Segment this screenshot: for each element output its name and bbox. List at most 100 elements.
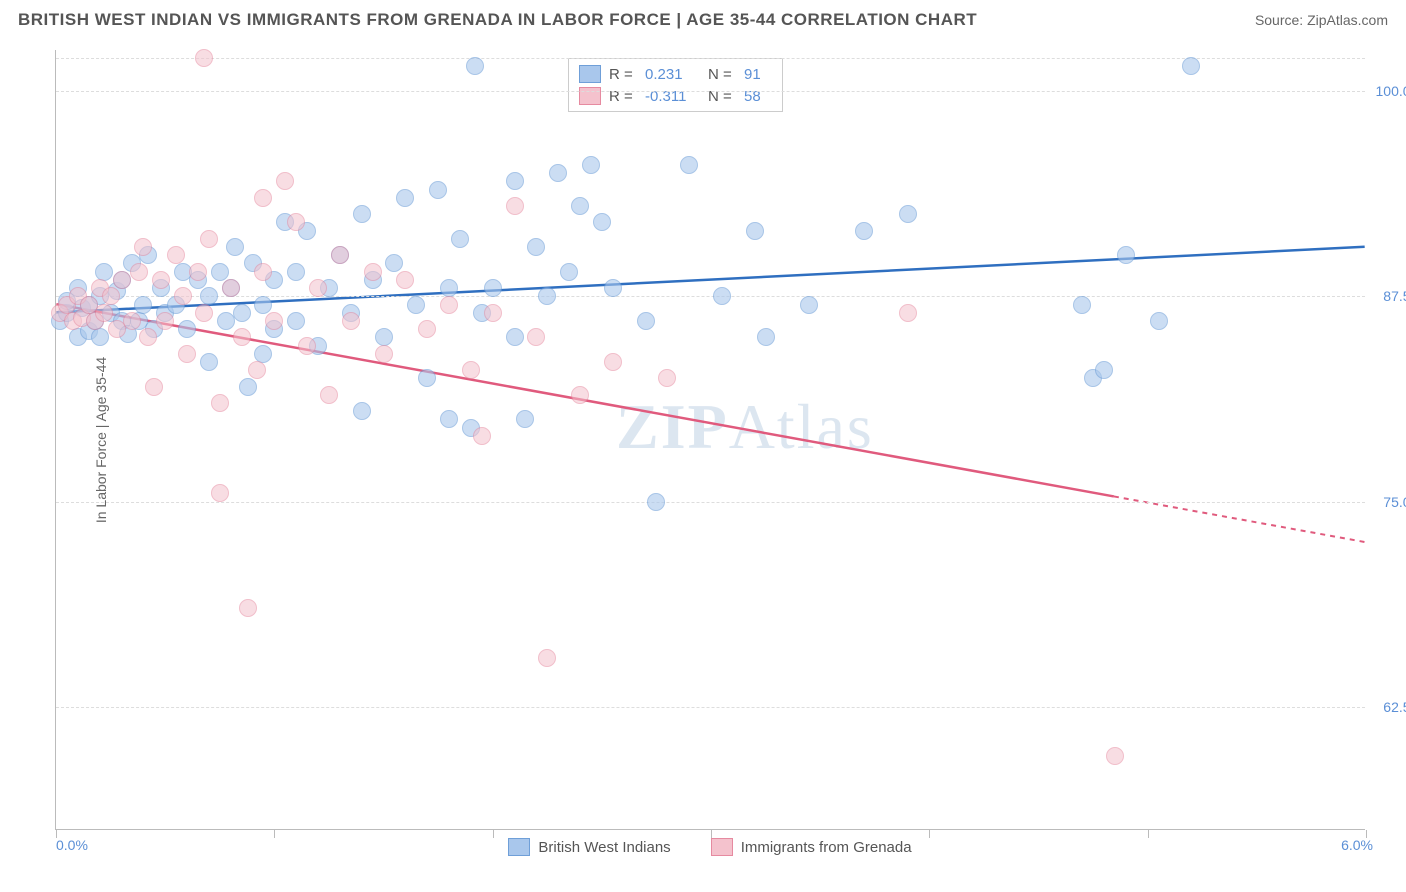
scatter-point-grenada xyxy=(375,345,393,363)
scatter-point-bwi xyxy=(440,410,458,428)
legend-n-value: 58 xyxy=(744,88,772,105)
scatter-point-grenada xyxy=(239,599,257,617)
legend-swatch xyxy=(579,87,601,105)
y-tick-label: 62.5% xyxy=(1373,699,1406,715)
gridline-h xyxy=(56,502,1365,503)
scatter-point-grenada xyxy=(195,49,213,67)
scatter-point-bwi xyxy=(466,57,484,75)
y-tick-label: 87.5% xyxy=(1373,288,1406,304)
scatter-point-bwi xyxy=(506,328,524,346)
scatter-point-bwi xyxy=(746,222,764,240)
legend-r-label: R = xyxy=(609,66,637,83)
scatter-point-grenada xyxy=(102,287,120,305)
trendline-dashed-grenada xyxy=(1114,496,1365,542)
scatter-point-grenada xyxy=(211,484,229,502)
x-tick xyxy=(1148,830,1149,838)
gridline-h xyxy=(56,91,1365,92)
chart-title: BRITISH WEST INDIAN VS IMMIGRANTS FROM G… xyxy=(18,10,977,30)
scatter-point-grenada xyxy=(139,328,157,346)
scatter-point-grenada xyxy=(134,238,152,256)
watermark: ZIPAtlas xyxy=(616,390,874,464)
scatter-point-grenada xyxy=(254,189,272,207)
scatter-point-grenada xyxy=(156,312,174,330)
scatter-point-bwi xyxy=(604,279,622,297)
scatter-point-grenada xyxy=(538,649,556,667)
scatter-point-bwi xyxy=(560,263,578,281)
scatter-point-bwi xyxy=(757,328,775,346)
legend-n-label: N = xyxy=(708,88,736,105)
x-tick xyxy=(274,830,275,838)
scatter-point-bwi xyxy=(226,238,244,256)
series-label: British West Indians xyxy=(538,839,670,856)
scatter-point-bwi xyxy=(440,279,458,297)
scatter-point-bwi xyxy=(800,296,818,314)
scatter-point-grenada xyxy=(287,213,305,231)
legend-n-value: 91 xyxy=(744,66,772,83)
scatter-point-bwi xyxy=(506,172,524,190)
scatter-point-bwi xyxy=(484,279,502,297)
legend-row-bwi: R = 0.231 N = 91 xyxy=(579,63,772,85)
scatter-point-grenada xyxy=(211,394,229,412)
scatter-point-bwi xyxy=(538,287,556,305)
scatter-point-bwi xyxy=(899,205,917,223)
scatter-point-grenada xyxy=(473,427,491,445)
scatter-point-grenada xyxy=(167,246,185,264)
scatter-point-bwi xyxy=(287,263,305,281)
scatter-point-bwi xyxy=(713,287,731,305)
scatter-point-bwi xyxy=(451,230,469,248)
scatter-point-bwi xyxy=(1117,246,1135,264)
scatter-point-grenada xyxy=(95,304,113,322)
scatter-point-bwi xyxy=(1095,361,1113,379)
scatter-point-grenada xyxy=(342,312,360,330)
scatter-point-bwi xyxy=(527,238,545,256)
scatter-point-bwi xyxy=(375,328,393,346)
scatter-point-bwi xyxy=(134,296,152,314)
scatter-point-grenada xyxy=(658,369,676,387)
chart-header: BRITISH WEST INDIAN VS IMMIGRANTS FROM G… xyxy=(18,10,1388,30)
scatter-point-bwi xyxy=(1073,296,1091,314)
scatter-point-grenada xyxy=(462,361,480,379)
scatter-point-bwi xyxy=(407,296,425,314)
legend-r-value: 0.231 xyxy=(645,66,700,83)
scatter-point-bwi xyxy=(353,402,371,420)
scatter-point-bwi xyxy=(233,304,251,322)
scatter-point-bwi xyxy=(91,328,109,346)
scatter-point-bwi xyxy=(647,493,665,511)
x-tick xyxy=(711,830,712,838)
scatter-point-bwi xyxy=(396,189,414,207)
legend-n-label: N = xyxy=(708,66,736,83)
scatter-point-grenada xyxy=(265,312,283,330)
scatter-point-grenada xyxy=(178,345,196,363)
watermark-prefix: ZIP xyxy=(616,391,729,462)
scatter-point-bwi xyxy=(571,197,589,215)
y-axis-label: In Labor Force | Age 35-44 xyxy=(93,356,109,522)
scatter-point-grenada xyxy=(113,271,131,289)
scatter-point-bwi xyxy=(385,254,403,272)
scatter-point-grenada xyxy=(484,304,502,322)
legend-r-value: -0.311 xyxy=(645,88,700,105)
scatter-point-bwi xyxy=(287,312,305,330)
scatter-point-grenada xyxy=(189,263,207,281)
scatter-point-bwi xyxy=(254,345,272,363)
legend-swatch xyxy=(711,838,733,856)
scatter-point-grenada xyxy=(1106,747,1124,765)
series-legend-item-grenada: Immigrants from Grenada xyxy=(711,838,912,856)
series-label: Immigrants from Grenada xyxy=(741,839,912,856)
scatter-point-bwi xyxy=(1182,57,1200,75)
scatter-point-bwi xyxy=(593,213,611,231)
chart-container: ZIPAtlas R = 0.231 N = 91R = -0.311 N = 58 In … xyxy=(55,50,1365,830)
series-legend: British West Indians Immigrants from Gren… xyxy=(55,838,1365,856)
scatter-point-grenada xyxy=(174,287,192,305)
scatter-point-grenada xyxy=(254,263,272,281)
watermark-suffix: Atlas xyxy=(729,391,874,462)
series-legend-item-bwi: British West Indians xyxy=(508,838,670,856)
scatter-point-grenada xyxy=(396,271,414,289)
gridline-h xyxy=(56,296,1365,297)
scatter-point-grenada xyxy=(233,328,251,346)
scatter-point-grenada xyxy=(152,271,170,289)
scatter-point-bwi xyxy=(200,353,218,371)
scatter-point-bwi xyxy=(254,296,272,314)
scatter-point-bwi xyxy=(353,205,371,223)
scatter-point-grenada xyxy=(248,361,266,379)
scatter-point-bwi xyxy=(516,410,534,428)
